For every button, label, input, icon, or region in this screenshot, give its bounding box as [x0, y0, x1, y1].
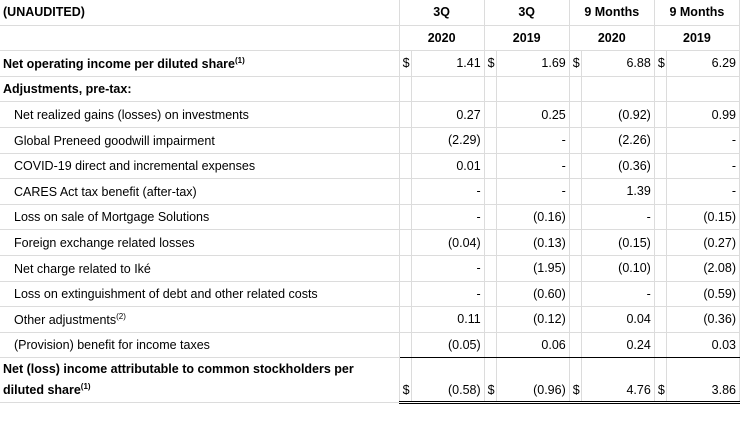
cell-value: -: [411, 281, 485, 308]
year-header: 2020: [569, 25, 655, 52]
cell-value: 0.24: [581, 332, 655, 359]
cell-value: (0.15): [666, 204, 741, 231]
cell-value: (0.12): [496, 306, 570, 333]
row-label: Foreign exchange related losses: [0, 229, 400, 256]
cell-value: 0.27: [411, 101, 485, 128]
row-label: Net charge related to Iké: [0, 255, 400, 282]
cell-value: (0.36): [666, 306, 741, 333]
cell-value: 0.11: [411, 306, 485, 333]
period-header: 3Q: [399, 0, 485, 26]
cell-value: (0.10): [581, 255, 655, 282]
total-label: Net (loss) income attributable to common…: [0, 357, 400, 404]
cell-value: (0.15): [581, 229, 655, 256]
adjustments-heading: Adjustments, pre-tax:: [0, 76, 400, 103]
currency-symbol: $: [569, 50, 582, 77]
cell-value: -: [496, 178, 570, 205]
currency-symbol: $: [399, 50, 412, 77]
currency-symbol: $: [484, 357, 497, 405]
adjustment-row: Loss on sale of Mortgage Solutions - (0.16…: [0, 204, 741, 231]
unaudited-label: (UNAUDITED): [0, 0, 400, 26]
adjustment-row: COVID-19 direct and incremental expenses…: [0, 153, 741, 180]
cell-value: 0.01: [411, 153, 485, 180]
cell-value: (0.13): [496, 229, 570, 256]
cell-value: -: [411, 178, 485, 205]
cell-value: (2.08): [666, 255, 741, 282]
year-header: 2019: [654, 25, 741, 52]
cell-value: (0.96): [496, 357, 570, 405]
adjustment-row: Net charge related to Iké - (1.95) (0.10) (2…: [0, 255, 741, 282]
row-label: Net operating income per diluted share(1…: [0, 50, 400, 77]
cell-value: 6.29: [666, 50, 741, 77]
row-label: Loss on extinguishment of debt and other…: [0, 281, 400, 308]
adjustments-heading-row: Adjustments, pre-tax:: [0, 76, 741, 103]
period-header: 3Q: [484, 0, 570, 26]
cell-value: (2.29): [411, 127, 485, 154]
cell-value: (0.27): [666, 229, 741, 256]
cell-value: 0.03: [666, 332, 741, 359]
cell-value: -: [581, 281, 655, 308]
cell-value: (0.36): [581, 153, 655, 180]
cell-value: 1.41: [411, 50, 485, 77]
cell-value: (0.59): [666, 281, 741, 308]
adjustment-row: Loss on extinguishment of debt and other…: [0, 281, 741, 308]
row-label: Net realized gains (losses) on investmen…: [0, 101, 400, 128]
cell-value: -: [581, 204, 655, 231]
cell-value: -: [496, 153, 570, 180]
cell-value: (0.92): [581, 101, 655, 128]
cell-value: -: [496, 127, 570, 154]
adjustment-row: CARES Act tax benefit (after-tax) - -1.39-: [0, 178, 741, 205]
adjustment-rows: Net realized gains (losses) on investmen…: [0, 101, 741, 359]
currency-symbol: $: [399, 357, 412, 405]
cell-value: 0.04: [581, 306, 655, 333]
currency-symbol: $: [569, 357, 582, 405]
cell-value: 0.99: [666, 101, 741, 128]
cell-value: (0.16): [496, 204, 570, 231]
currency-symbol: $: [484, 50, 497, 77]
cell-value: -: [666, 178, 741, 205]
noi-row: Net operating income per diluted share(1…: [0, 50, 741, 77]
cell-value: 6.88: [581, 50, 655, 77]
period-header: 9 Months: [569, 0, 655, 26]
cell-value: (0.05): [411, 332, 485, 359]
row-label: COVID-19 direct and incremental expenses: [0, 153, 400, 180]
cell-value: 1.39: [581, 178, 655, 205]
adjustment-row: Foreign exchange related losses (0.04) (0.…: [0, 229, 741, 256]
header-row-years: 2020 2019 2020 2019: [0, 25, 741, 52]
cell-value: (0.60): [496, 281, 570, 308]
row-label: (Provision) benefit for income taxes: [0, 332, 400, 359]
cell-value: -: [411, 255, 485, 282]
cell-value: (2.26): [581, 127, 655, 154]
cell-value: (0.04): [411, 229, 485, 256]
cell-value: 4.76: [581, 357, 655, 405]
currency-symbol: $: [654, 50, 667, 77]
year-header: 2019: [484, 25, 570, 52]
total-row: Net (loss) income attributable to common…: [0, 357, 741, 405]
cell-value: 0.25: [496, 101, 570, 128]
row-label: Loss on sale of Mortgage Solutions: [0, 204, 400, 231]
cell-value: 1.69: [496, 50, 570, 77]
cell-value: 0.06: [496, 332, 570, 359]
reconciliation-table: (UNAUDITED) 3Q 3Q 9 Months 9 Months 2020…: [0, 0, 741, 405]
cell-value: 3.86: [666, 357, 741, 405]
cell-value: (0.58): [411, 357, 485, 405]
cell-value: -: [666, 127, 741, 154]
cell-value: -: [666, 153, 741, 180]
adjustment-row: Net realized gains (losses) on investmen…: [0, 101, 741, 128]
cell-value: -: [411, 204, 485, 231]
cell-value: (1.95): [496, 255, 570, 282]
row-label: CARES Act tax benefit (after-tax): [0, 178, 400, 205]
adjustment-row: Other adjustments(2) 0.11 (0.12) 0.04 (0.36): [0, 306, 741, 333]
row-label: Other adjustments(2): [0, 306, 400, 333]
header-row-periods: (UNAUDITED) 3Q 3Q 9 Months 9 Months: [0, 0, 741, 26]
adjustment-row: Global Preneed goodwill impairment (2.29)…: [0, 127, 741, 154]
period-header: 9 Months: [654, 0, 741, 26]
currency-symbol: $: [654, 357, 667, 405]
year-header: 2020: [399, 25, 485, 52]
row-label: Global Preneed goodwill impairment: [0, 127, 400, 154]
adjustment-row: (Provision) benefit for income taxes (0.0…: [0, 332, 741, 359]
